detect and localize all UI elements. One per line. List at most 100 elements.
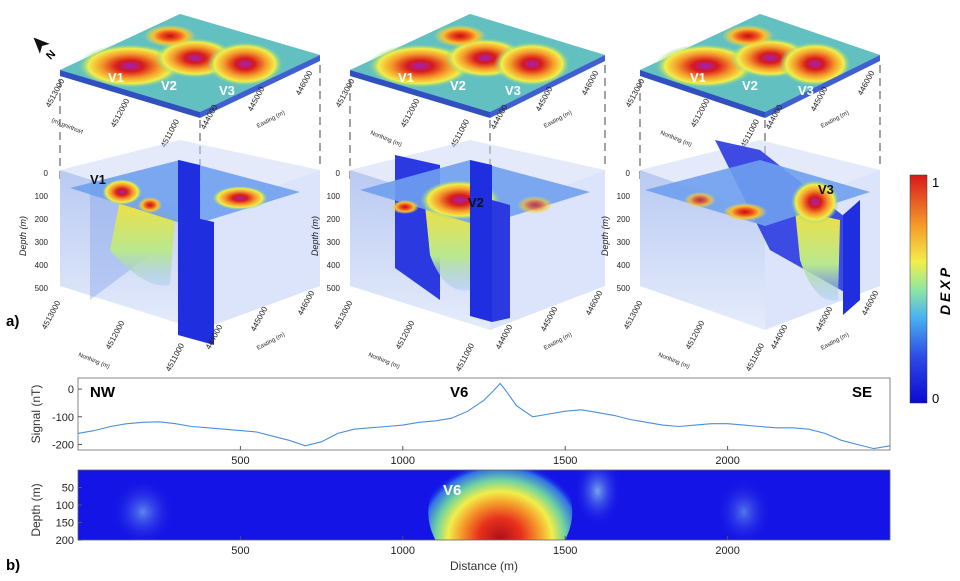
svg-text:400: 400 — [327, 261, 341, 270]
surface-label: V1 — [108, 70, 124, 85]
v6-section-label: V6 — [443, 482, 461, 499]
x-tick-label: 2000 — [715, 455, 739, 467]
dexp-volume — [350, 140, 605, 330]
svg-text:500: 500 — [327, 284, 341, 293]
svg-text:0: 0 — [44, 169, 49, 178]
x-tick-label: 1500 — [553, 545, 577, 557]
y-tick-label: 200 — [56, 535, 74, 547]
svg-text:4512000: 4512000 — [399, 97, 422, 129]
v6-signal-annotation: V6 — [450, 384, 468, 401]
y-tick-label: -200 — [52, 439, 74, 451]
anomaly-ghost — [715, 478, 772, 540]
signal-y-ticks: 0 -100 -200 — [52, 384, 82, 451]
svg-text:Easting (m): Easting (m) — [256, 110, 286, 130]
svg-text:4512000: 4512000 — [104, 319, 127, 351]
svg-text:100: 100 — [617, 192, 631, 201]
x-tick-label: 500 — [231, 545, 249, 557]
svg-text:446000: 446000 — [856, 69, 877, 97]
svg-text:Depth (m): Depth (m) — [310, 216, 320, 256]
svg-text:300: 300 — [617, 238, 631, 247]
se-annotation: SE — [852, 384, 872, 401]
svg-text:300: 300 — [327, 238, 341, 247]
svg-text:446000: 446000 — [580, 69, 601, 97]
svg-text:Easting (m): Easting (m) — [256, 332, 286, 352]
x-tick-label: 500 — [231, 455, 249, 467]
svg-text:0: 0 — [336, 169, 341, 178]
svg-text:Northing (m): Northing (m) — [77, 352, 110, 370]
svg-text:Depth (m): Depth (m) — [600, 216, 610, 256]
signal-plot: Signal (nT) NW SE V6 0 -100 -200 500 1000 15… — [29, 377, 891, 467]
svg-text:400: 400 — [617, 261, 631, 270]
svg-text:Northing (m): Northing (m) — [659, 130, 692, 148]
section-label: V3 — [818, 182, 834, 197]
magnetic-surface — [60, 14, 320, 118]
svg-text:500: 500 — [617, 284, 631, 293]
svg-text:100: 100 — [35, 192, 49, 201]
svg-text:200: 200 — [35, 215, 49, 224]
section-canvas — [78, 470, 890, 540]
svg-text:4513000: 4513000 — [44, 77, 67, 109]
svg-text:4513000: 4513000 — [334, 77, 357, 109]
surface-label: V3 — [219, 83, 235, 98]
dexp-volume — [60, 140, 320, 345]
y-tick-label: -100 — [52, 412, 74, 424]
signal-line — [77, 382, 891, 450]
svg-text:Easting (m): Easting (m) — [543, 110, 573, 130]
x-tick-label: 1000 — [391, 545, 415, 557]
svg-text:4511000: 4511000 — [744, 341, 767, 373]
svg-text:Northing (m): Northing (m) — [369, 130, 402, 148]
panel-b: Signal (nT) NW SE V6 0 -100 -200 500 1000 15… — [6, 377, 891, 574]
anomaly-ghost — [110, 478, 175, 540]
x-tick-label: 2000 — [715, 545, 739, 557]
section-xlabel: Distance (m) — [450, 559, 518, 573]
svg-text:Easting (m): Easting (m) — [820, 332, 850, 352]
svg-text:Northing (m): Northing (m) — [657, 352, 690, 370]
svg-text:Easting (m): Easting (m) — [820, 110, 850, 130]
svg-text:100: 100 — [327, 192, 341, 201]
svg-text:4513000: 4513000 — [40, 299, 63, 331]
dexp-colorbar: 1 0 DEXP — [909, 174, 953, 406]
svg-text:N: N — [44, 48, 58, 62]
y-tick-label: 100 — [56, 500, 74, 512]
y-tick-label: 50 — [62, 483, 74, 495]
depth-axis: 0 100 200 300 400 500 Depth (m) — [18, 169, 49, 293]
signal-x-ticks: 500 1000 1500 2000 — [231, 446, 740, 467]
surface-label: V1 — [690, 70, 706, 85]
signal-plot-frame — [77, 377, 891, 451]
block-3d-v1: V1 V2 V3 4513000 4512000 4511000 Northin… — [18, 14, 321, 373]
surface-label: V3 — [798, 83, 814, 98]
svg-text:4512000: 4512000 — [109, 97, 132, 129]
svg-text:Northing (m): Northing (m) — [50, 118, 83, 136]
north-arrow-icon: N — [33, 37, 58, 62]
svg-text:500: 500 — [35, 284, 49, 293]
svg-text:4513000: 4513000 — [332, 299, 355, 331]
y-tick-label: 150 — [56, 518, 74, 530]
svg-text:200: 200 — [617, 215, 631, 224]
svg-text:4511000: 4511000 — [164, 341, 187, 373]
colorbar-max: 1 — [932, 175, 939, 190]
surface-label: V2 — [742, 78, 758, 93]
section-y-ticks: 50 100 150 200 — [56, 483, 82, 547]
x-tick-label: 1000 — [391, 455, 415, 467]
section-label: V2 — [468, 195, 484, 210]
anomaly-shoulder — [573, 470, 622, 527]
svg-text:Northing (m): Northing (m) — [367, 352, 400, 370]
depth-axis: 0 100 200 300 400 500 Depth (m) — [310, 169, 341, 293]
panel-b-label: b) — [6, 557, 20, 574]
svg-text:4511000: 4511000 — [454, 341, 477, 373]
section-label: V1 — [90, 172, 106, 187]
surface-label: V2 — [161, 78, 177, 93]
svg-text:Depth (m): Depth (m) — [18, 216, 28, 256]
dexp-section-plot: V6 Depth (m) Distance (m) 50 100 150 200 50… — [29, 469, 891, 573]
svg-text:200: 200 — [327, 215, 341, 224]
y-tick-label: 0 — [68, 384, 74, 396]
anomaly-v6 — [428, 470, 573, 540]
panel-a: N V1 V2 V3 4513000 4512000 4511000 — [6, 14, 953, 406]
svg-text:300: 300 — [35, 238, 49, 247]
colorbar-min: 0 — [932, 391, 939, 406]
signal-ylabel: Signal (nT) — [29, 385, 43, 444]
svg-text:4512000: 4512000 — [689, 97, 712, 129]
svg-text:0: 0 — [626, 169, 631, 178]
svg-text:4512000: 4512000 — [394, 319, 417, 351]
